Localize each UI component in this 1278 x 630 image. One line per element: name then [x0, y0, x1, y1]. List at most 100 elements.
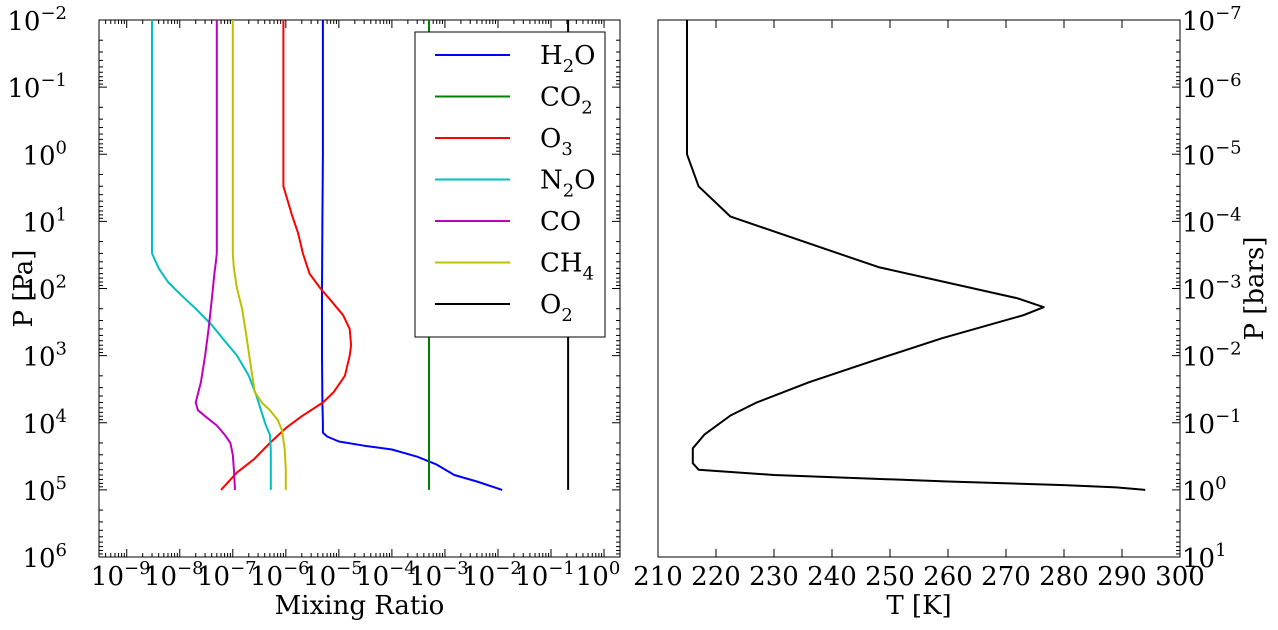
- y-tick-label: 100: [1182, 473, 1227, 507]
- x-tick-label-exp: −6: [283, 558, 310, 579]
- y-tick-label-base: 10: [1182, 343, 1215, 373]
- y-tick-label-exp: −1: [1215, 406, 1242, 427]
- x-tick-label: 280: [1039, 562, 1089, 592]
- y-tick-label-exp: 4: [56, 406, 67, 427]
- y-tick-label: 10−7: [1182, 3, 1242, 37]
- legend-label-o3: O3: [540, 124, 573, 160]
- legend-label-co2-main: CO: [540, 83, 581, 113]
- y-tick-label: 104: [22, 406, 67, 440]
- y-tick-label-exp: −3: [1215, 272, 1242, 293]
- legend-label-o3-sub: 3: [561, 139, 572, 160]
- x-tick-label-exp: −9: [124, 558, 151, 579]
- y-tick-label: 103: [22, 339, 67, 373]
- legend-label-h2o-sub: 2: [563, 56, 574, 77]
- y-tick-label-exp: 6: [56, 540, 67, 561]
- x-tick-label: 10−1: [515, 558, 575, 592]
- y-tick-label-exp: −5: [1215, 137, 1242, 158]
- y-tick-label-exp: 2: [56, 272, 67, 293]
- x-tick-label: 290: [1097, 562, 1147, 592]
- x-tick-label-exp: −3: [442, 558, 469, 579]
- legend-label-o3-main: O: [540, 124, 561, 154]
- x-axis-label: T [K]: [886, 591, 951, 621]
- x-tick-label: 10−6: [250, 558, 310, 592]
- y-tick-label-base: 10: [1182, 74, 1215, 104]
- legend-label-co2-sub: 2: [581, 98, 592, 119]
- legend-label-o2: O2: [540, 290, 573, 326]
- y-axis-label: P [bars]: [1240, 237, 1270, 341]
- y-tick-label: 106: [22, 540, 67, 574]
- x-tick-label-base: 10: [356, 562, 389, 592]
- y-tick-label-base: 10: [7, 7, 40, 37]
- x-tick-label: 10−7: [197, 558, 257, 592]
- series-line-ch4: [231, 20, 287, 490]
- y-tick-label-base: 10: [22, 544, 55, 574]
- legend-label-h2o: H2O: [540, 41, 595, 77]
- y-tick-label-base: 10: [22, 410, 55, 440]
- x-tick-label-base: 10: [91, 562, 124, 592]
- x-tick-label-exp: −7: [230, 558, 257, 579]
- x-tick-label-exp: 0: [609, 558, 620, 579]
- x-tick-label-exp: −5: [336, 558, 363, 579]
- legend-label-h2o-post: O: [574, 41, 595, 71]
- series-line-temperature: [686, 20, 1146, 491]
- x-tick-label-exp: −2: [495, 558, 522, 579]
- y-tick-label-base: 10: [1182, 477, 1215, 507]
- y-tick-label: 10−2: [1182, 339, 1242, 373]
- series-line-o3: [220, 20, 353, 491]
- x-tick-label: 300: [1155, 562, 1205, 592]
- y-tick-label: 10−1: [1182, 406, 1242, 440]
- y-tick-label: 10−2: [7, 3, 67, 37]
- legend-label-n2o-post: O: [574, 166, 595, 196]
- legend-box: [414, 31, 606, 338]
- y-tick-label: 10−3: [1182, 272, 1242, 306]
- y-tick-label-base: 10: [22, 276, 55, 306]
- y-tick-label: 100: [22, 137, 67, 171]
- legend-label-ch4-sub: 4: [583, 264, 594, 285]
- x-tick-label: 220: [691, 562, 741, 592]
- mixing-ratio-plot: 10−910−810−710−610−510−410−310−210−1 1001…: [7, 3, 621, 621]
- y-tick-label-base: 10: [1182, 141, 1215, 171]
- x-tick-label: 260: [923, 562, 973, 592]
- y-tick-label: 105: [22, 473, 67, 507]
- x-tick-label-base: 10: [515, 562, 548, 592]
- y-tick-label-base: 10: [22, 343, 55, 373]
- y-tick-label-base: 10: [1182, 7, 1215, 37]
- plot-area-frame: [657, 19, 1181, 558]
- y-tick-label-base: 10: [1182, 410, 1215, 440]
- x-tick-label: 10−2: [462, 558, 522, 592]
- x-tick-label-base: 10: [576, 562, 609, 592]
- y-tick-label-exp: 0: [56, 137, 67, 158]
- legend-label-n2o: N2O: [540, 166, 596, 202]
- x-tick-label: 10−3: [409, 558, 469, 592]
- legend-label-ch4-main: CH: [540, 249, 583, 279]
- y-tick-label-base: 10: [22, 141, 55, 171]
- legend-label-h2o-main: H: [540, 41, 563, 71]
- y-tick-label: 10−5: [1182, 137, 1242, 171]
- legend-label-co: CO: [540, 207, 581, 237]
- temperature-profile-plot: 210 220 230 240 250 260 270 280 290 30010−710−610…: [633, 3, 1270, 621]
- y-tick-label: 101: [22, 204, 67, 238]
- legend-label-o2-sub: 2: [561, 305, 572, 326]
- series-line-n2o: [151, 20, 272, 490]
- x-tick-label: 10−4: [356, 558, 416, 592]
- y-tick-label: 101: [1182, 540, 1227, 574]
- x-tick-label: 10−5: [303, 558, 363, 592]
- x-tick-label-base: 10: [250, 562, 283, 592]
- y-axis-label: P [Pa]: [9, 250, 39, 328]
- x-tick-label-base: 10: [197, 562, 230, 592]
- y-tick-label-exp: −2: [1215, 339, 1242, 360]
- y-tick-label: 102: [22, 272, 67, 306]
- x-tick-label: 250: [865, 562, 915, 592]
- y-tick-label-base: 10: [22, 477, 55, 507]
- y-tick-label-exp: 3: [56, 339, 67, 360]
- y-tick-label-base: 10: [1182, 208, 1215, 238]
- x-axis-label: Mixing Ratio: [275, 591, 445, 621]
- x-tick-label: 210: [633, 562, 683, 592]
- x-tick-label-base: 10: [144, 562, 177, 592]
- y-tick-label-exp: 0: [1215, 473, 1226, 494]
- legend-label-o2-main: O: [540, 290, 561, 320]
- y-tick-label-exp: 5: [56, 473, 67, 494]
- legend-label-n2o-main: N: [540, 166, 563, 196]
- legend-label-co-main: CO: [540, 207, 581, 237]
